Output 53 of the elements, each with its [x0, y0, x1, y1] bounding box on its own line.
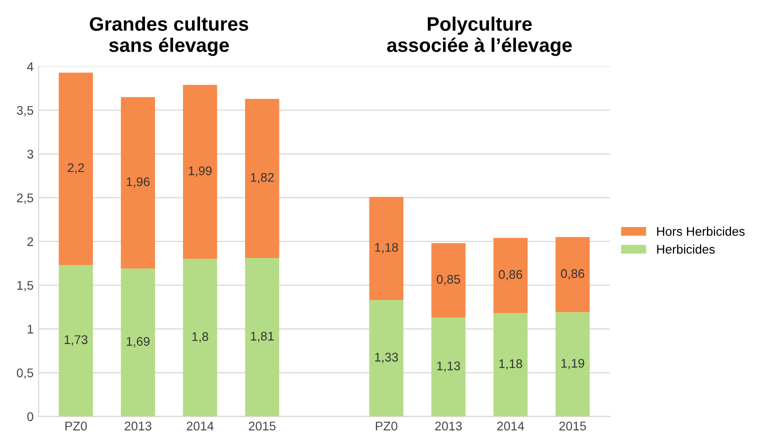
y-tick-label: 0 — [27, 412, 34, 422]
y-tick-label: 3,5 — [16, 106, 34, 116]
data-label: 1,13 — [437, 361, 460, 372]
data-label: 1,8 — [192, 332, 208, 343]
bar — [182, 258, 218, 416]
y-tick-label: 1,5 — [17, 281, 34, 292]
y-tick-label: 1 — [28, 324, 34, 334]
bar — [58, 265, 93, 416]
data-label: 0,86 — [498, 270, 522, 280]
data-label: 0,86 — [560, 269, 584, 280]
data-label: 0,85 — [436, 274, 460, 286]
x-tick-label: 2014 — [186, 422, 214, 430]
data-label: 1,18 — [499, 359, 522, 370]
data-label: 1,82 — [250, 172, 274, 184]
data-label: 1,73 — [64, 335, 88, 346]
y-tick-label: 2 — [27, 237, 34, 246]
legend-label: Herbicides — [657, 244, 715, 254]
data-label: 2,2 — [68, 163, 84, 174]
data-label: 1,96 — [126, 177, 150, 188]
text: Polyculture associée à l’élevage — [387, 16, 572, 56]
data-label: 1,33 — [375, 352, 398, 364]
bar — [369, 300, 404, 416]
bar — [58, 72, 93, 266]
bar — [120, 97, 156, 269]
bar — [431, 318, 466, 416]
data-label: 1,81 — [250, 332, 274, 342]
data-label: 1,19 — [561, 358, 584, 370]
data-label: 1,69 — [126, 336, 150, 348]
x-tick-label: 2015 — [559, 422, 586, 430]
data-label: 1,18 — [375, 242, 398, 254]
legend-label: Hors Herbicides — [657, 226, 745, 236]
bar — [493, 238, 528, 314]
bar — [245, 98, 280, 258]
text: Grandes cultures sans élevage — [90, 16, 248, 56]
bar — [493, 313, 528, 416]
y-tick-label: 4 — [27, 62, 34, 71]
bar — [369, 196, 404, 300]
x-tick-label: 2014 — [497, 422, 524, 430]
y-tick-label: 3 — [27, 150, 34, 159]
x-tick-label: 2015 — [248, 422, 276, 430]
x-tick-label: 2013 — [435, 422, 462, 430]
x-tick-label: 2013 — [124, 422, 152, 430]
bar — [556, 237, 590, 312]
bar — [182, 84, 218, 259]
bar — [120, 268, 156, 416]
y-tick-label: 2,5 — [16, 193, 34, 204]
bar — [431, 243, 466, 318]
data-label: 1,99 — [188, 166, 212, 177]
bar — [245, 258, 280, 416]
y-tick-label: 0,5 — [16, 368, 34, 379]
bar — [556, 312, 590, 416]
x-tick-label: PZ0 — [65, 422, 87, 430]
x-tick-label: PZ0 — [376, 422, 398, 430]
